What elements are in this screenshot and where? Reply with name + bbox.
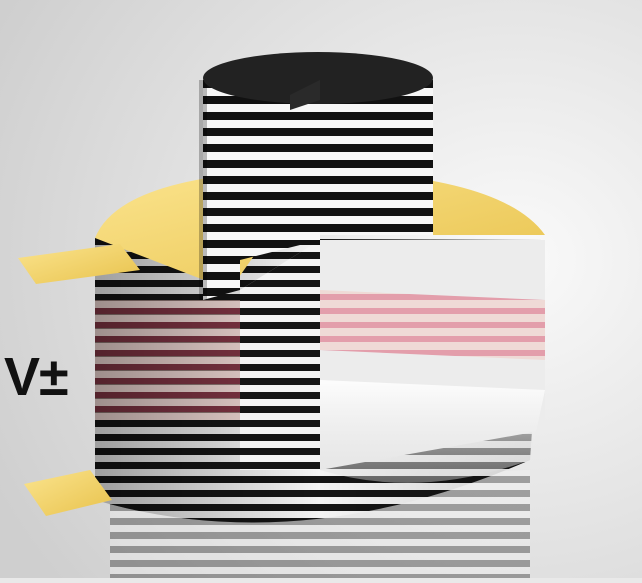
upper-pillar — [199, 52, 433, 300]
top-electrode-cap — [203, 52, 433, 104]
bottom-contact-pad — [18, 244, 140, 284]
cutaway-interior — [240, 240, 545, 483]
voltage-label: V± — [4, 347, 69, 407]
top-contact-pad — [24, 470, 112, 516]
